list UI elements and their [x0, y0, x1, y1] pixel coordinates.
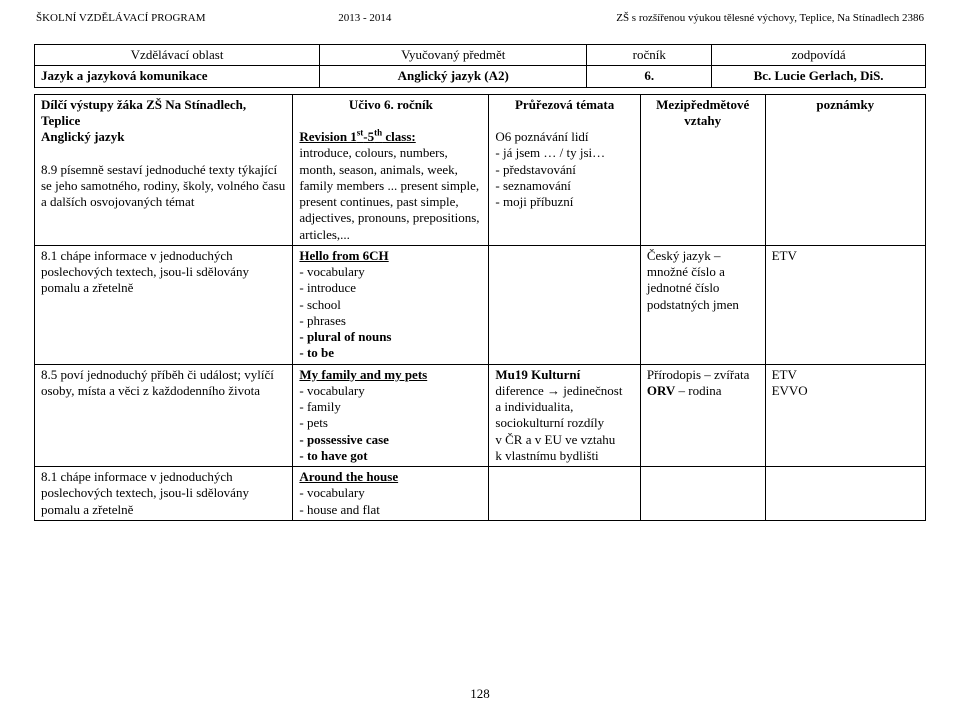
curric-row-3: 8.1 chápe informace v jednoduchých posle…: [35, 467, 926, 521]
row3-c2-li0: - vocabulary: [299, 485, 482, 501]
row0-c2-mid: -5: [363, 129, 374, 144]
row1-c2-lb0: - plural of nouns: [299, 329, 482, 345]
row2-c2-lb0: - possessive case: [299, 432, 482, 448]
row1-c3: [489, 245, 640, 364]
row0-c3-0: O6 poznávání lidí: [495, 129, 633, 145]
row2-c5-0: ETV: [772, 367, 919, 383]
row1-c1: 8.1 chápe informace v jednoduchých posle…: [35, 245, 293, 364]
row3-c4: [640, 467, 765, 521]
row2-c2: My family and my pets - vocabulary - fam…: [293, 364, 489, 467]
summary-rocnik: 6.: [587, 66, 712, 87]
row0-c3-4: - moji příbuzní: [495, 194, 633, 210]
row2-c3-2: a individualita,: [495, 399, 633, 415]
curric-head-c3-label: Průřezová témata: [495, 97, 633, 113]
curric-head-c2: Učivo 6. ročník Revision 1st-5th class: …: [293, 94, 489, 245]
row2-c5: ETV EVVO: [765, 364, 925, 467]
curric-head-c5: poznámky: [765, 94, 925, 245]
header-center: 2013 - 2014: [320, 12, 409, 24]
row3-c3: [489, 467, 640, 521]
summary-col-rocnik: ročník: [587, 45, 712, 66]
row2-c4-1: ORV – rodina: [647, 383, 759, 399]
row1-c2-title: Hello from 6CH: [299, 248, 388, 263]
row1-c4-3: podstatných jmen: [647, 297, 759, 313]
curric-head-c2-label: Učivo 6. ročník: [299, 97, 482, 113]
row0-c3-2: - představování: [495, 162, 633, 178]
row2-c3-0b: Mu19 Kulturní: [495, 367, 580, 382]
curric-head-c4: Mezipředmětové vztahy: [640, 94, 765, 245]
row1-c2-lb1: - to be: [299, 345, 482, 361]
row2-c3-1: diference → jedinečnost: [495, 383, 633, 399]
row0-c2-title-a: Revision 1: [299, 129, 356, 144]
summary-header-row: Vzdělávací oblast Vyučovaný předmět ročn…: [35, 45, 926, 66]
row1-c2-li2: - school: [299, 297, 482, 313]
summary-data-row: Jazyk a jazyková komunikace Anglický jaz…: [35, 66, 926, 87]
header-right: ZŠ s rozšířenou výukou tělesné výchovy, …: [411, 12, 924, 24]
curriculum-table: Dílčí výstupy žáka ZŠ Na Stínadlech, Tep…: [34, 94, 926, 521]
row2-c2-li0: - vocabulary: [299, 383, 482, 399]
curric-head-c1a: Dílčí výstupy žáka ZŠ Na Stínadlech, Tep…: [41, 97, 246, 128]
running-header: ŠKOLNÍ VZDĚLÁVACÍ PROGRAM 2013 - 2014 ZŠ…: [34, 10, 926, 26]
row1-c4-2: jednotné číslo: [647, 280, 759, 296]
row3-c2: Around the house - vocabulary - house an…: [293, 467, 489, 521]
summary-col-zodpovida: zodpovídá: [712, 45, 926, 66]
row0-c3-1: - já jsem … / ty jsi…: [495, 145, 633, 161]
row2-c2-lb1: - to have got: [299, 448, 482, 464]
row0-c2-body: introduce, colours, numbers, month, seas…: [299, 145, 479, 241]
curric-row-2: 8.5 poví jednoduchý příběh či událost; v…: [35, 364, 926, 467]
row0-c3-3: - seznamování: [495, 178, 633, 194]
row1-c2-li0: - vocabulary: [299, 264, 482, 280]
row2-c3-4: v ČR a v EU ve vztahu: [495, 432, 633, 448]
row1-c2: Hello from 6CH - vocabulary - introduce …: [293, 245, 489, 364]
row3-c2-title: Around the house: [299, 469, 398, 484]
row0-c1: 8.9 písemně sestaví jednoduché texty týk…: [41, 162, 285, 210]
curric-head-c3: Průřezová témata O6 poznávání lidí - já …: [489, 94, 640, 245]
row3-c2-li1: - house and flat: [299, 502, 482, 518]
curric-head-c1: Dílčí výstupy žáka ZŠ Na Stínadlech, Tep…: [35, 94, 293, 245]
row2-c5-1: EVVO: [772, 383, 919, 399]
row2-c4: Přírodopis – zvířata ORV – rodina: [640, 364, 765, 467]
row1-c2-li1: - introduce: [299, 280, 482, 296]
curric-head-c4b: vztahy: [647, 113, 759, 129]
summary-zodpovida: Bc. Lucie Gerlach, DiS.: [712, 66, 926, 87]
summary-table: Vzdělávací oblast Vyučovaný předmět ročn…: [34, 44, 926, 88]
row1-c4-1: množné číslo a: [647, 264, 759, 280]
row1-c5: ETV: [765, 245, 925, 364]
row1-c4-0: Český jazyk –: [647, 248, 759, 264]
header-left: ŠKOLNÍ VZDĚLÁVACÍ PROGRAM: [36, 12, 318, 24]
row2-c2-title: My family and my pets: [299, 367, 427, 382]
summary-col-oblast: Vzdělávací oblast: [35, 45, 320, 66]
summary-oblast: Jazyk a jazyková komunikace: [35, 66, 320, 87]
summary-predmet: Anglický jazyk (A2): [320, 66, 587, 87]
page: ŠKOLNÍ VZDĚLÁVACÍ PROGRAM 2013 - 2014 ZŠ…: [0, 0, 960, 710]
curric-head-c5-label: poznámky: [772, 97, 919, 113]
row1-c2-li3: - phrases: [299, 313, 482, 329]
row2-c4-1b: ORV: [647, 383, 675, 398]
row2-c3: Mu19 Kulturní diference → jedinečnost a …: [489, 364, 640, 467]
row2-c4-1r: – rodina: [675, 383, 721, 398]
curric-row-1: 8.1 chápe informace v jednoduchých posle…: [35, 245, 926, 364]
row0-c2-sup2: th: [374, 128, 382, 138]
row2-c2-li1: - family: [299, 399, 482, 415]
page-number: 128: [0, 686, 960, 702]
curric-head-c4a: Mezipředmětové: [647, 97, 759, 113]
summary-col-predmet: Vyučovaný předmět: [320, 45, 587, 66]
curric-head-c1b: Anglický jazyk: [41, 129, 124, 144]
row2-c3-0: Mu19 Kulturní: [495, 367, 633, 383]
row3-c5: [765, 467, 925, 521]
row2-c3-3: sociokulturní rozdíly: [495, 415, 633, 431]
row2-c2-li2: - pets: [299, 415, 482, 431]
row2-c4-0: Přírodopis – zvířata: [647, 367, 759, 383]
row2-c3-5: k vlastnímu bydlišti: [495, 448, 633, 464]
row0-c2-title-b: class:: [382, 129, 416, 144]
row1-c4: Český jazyk – množné číslo a jednotné čí…: [640, 245, 765, 364]
row2-c1: 8.5 poví jednoduchý příběh či událost; v…: [35, 364, 293, 467]
row3-c1: 8.1 chápe informace v jednoduchých posle…: [35, 467, 293, 521]
row0-c2-title: Revision 1st-5th class:: [299, 129, 415, 144]
